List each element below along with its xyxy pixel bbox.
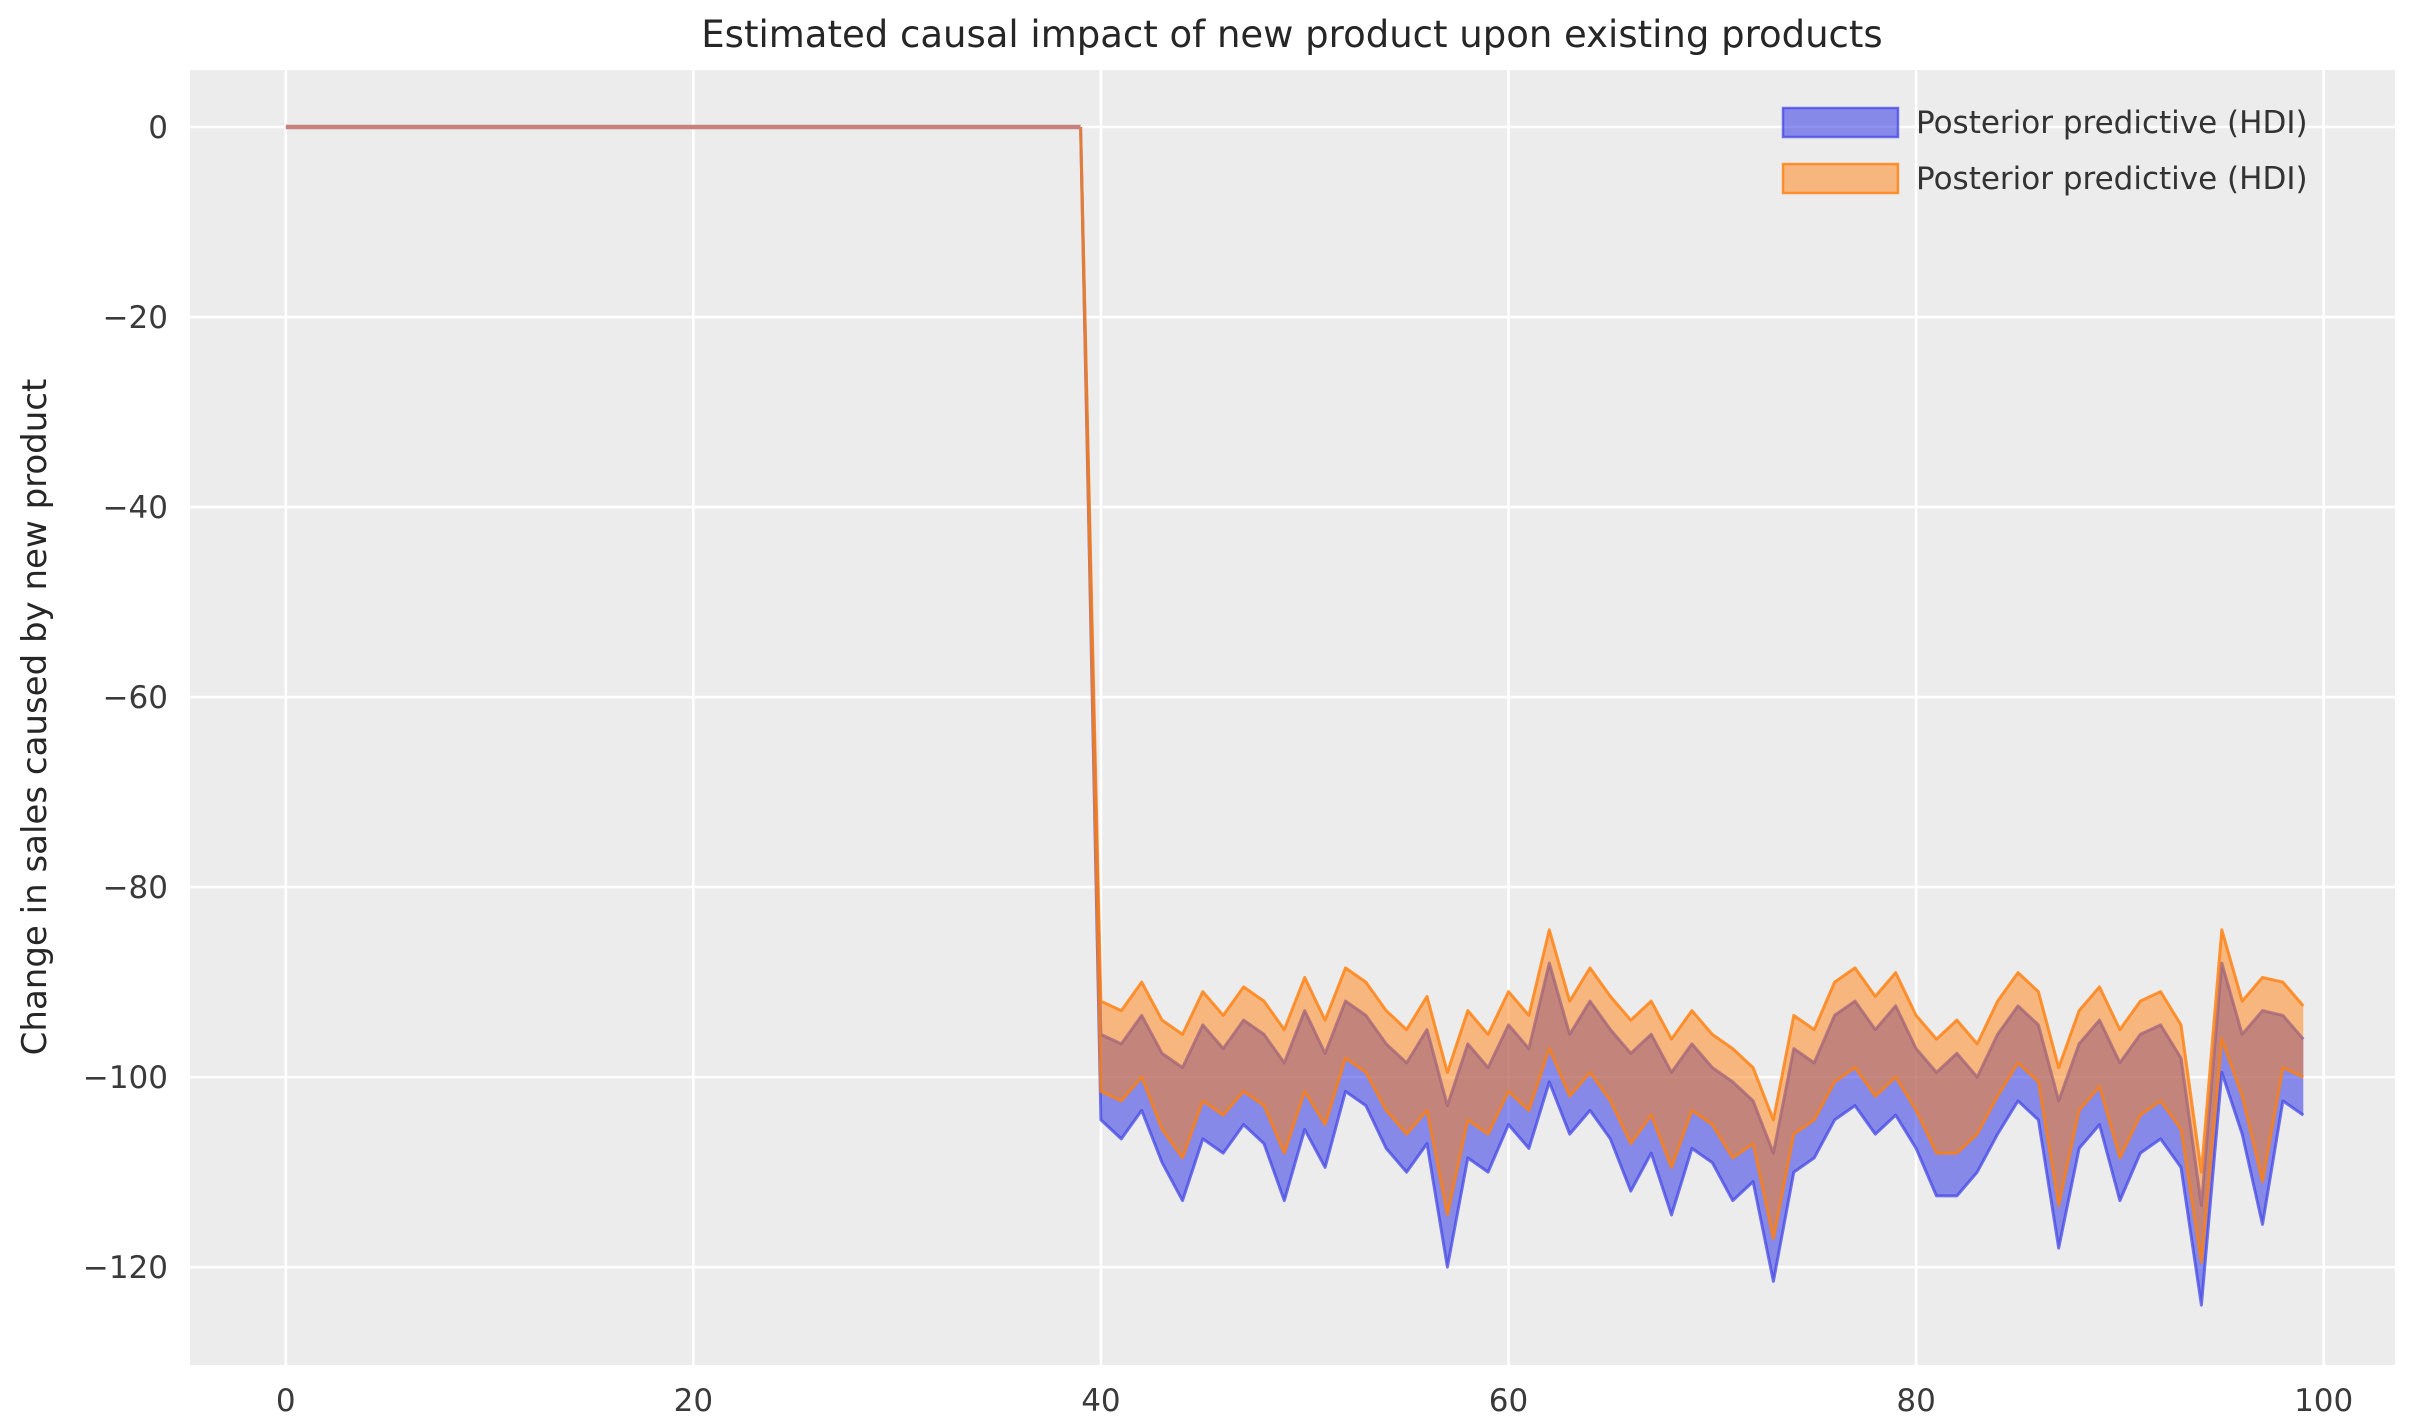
y-tick-label: −60 [103,680,168,716]
legend-label: Posterior predictive (HDI) [1916,161,2308,197]
x-tick-label: 20 [674,1383,713,1419]
y-tick-label: −120 [83,1250,168,1286]
posterior-hdi-band-orange [1080,127,2304,1263]
axis-ticks: 0 −20 −40 −60 −80 −100 −120 0 20 40 60 80 100 [83,110,2353,1419]
posterior-hdi-edge-orange [1079,126,2305,1264]
y-tick-label: −20 [103,300,168,336]
legend-entry-orange_hdi: Posterior predictive (HDI) [1781,161,2308,197]
x-tick-label: 60 [1489,1383,1528,1419]
legend-label: Posterior predictive (HDI) [1916,105,2308,141]
x-tick-label: 100 [2294,1383,2353,1419]
y-tick-label: −40 [103,490,168,526]
x-tick-label: 0 [276,1383,296,1419]
x-tick-label: 80 [1896,1383,1935,1419]
x-tick-label: 40 [1081,1383,1120,1419]
y-axis-label: Change in sales caused by new product [15,379,55,1056]
legend-entry-blue_hdi: Posterior predictive (HDI) [1781,105,2308,141]
hdi-bands [285,124,2305,1307]
grid-lines [190,70,2395,1365]
legend: Posterior predictive (HDI) Posterior pred… [1781,105,2308,197]
chart-title: Estimated causal impact of new product u… [701,13,1882,56]
y-tick-label: 0 [148,110,168,146]
legend-swatch-blue_hdi [1781,106,1900,139]
y-tick-label: −100 [83,1060,168,1096]
legend-swatch-orange_hdi [1781,162,1900,195]
y-tick-label: −80 [103,870,168,906]
